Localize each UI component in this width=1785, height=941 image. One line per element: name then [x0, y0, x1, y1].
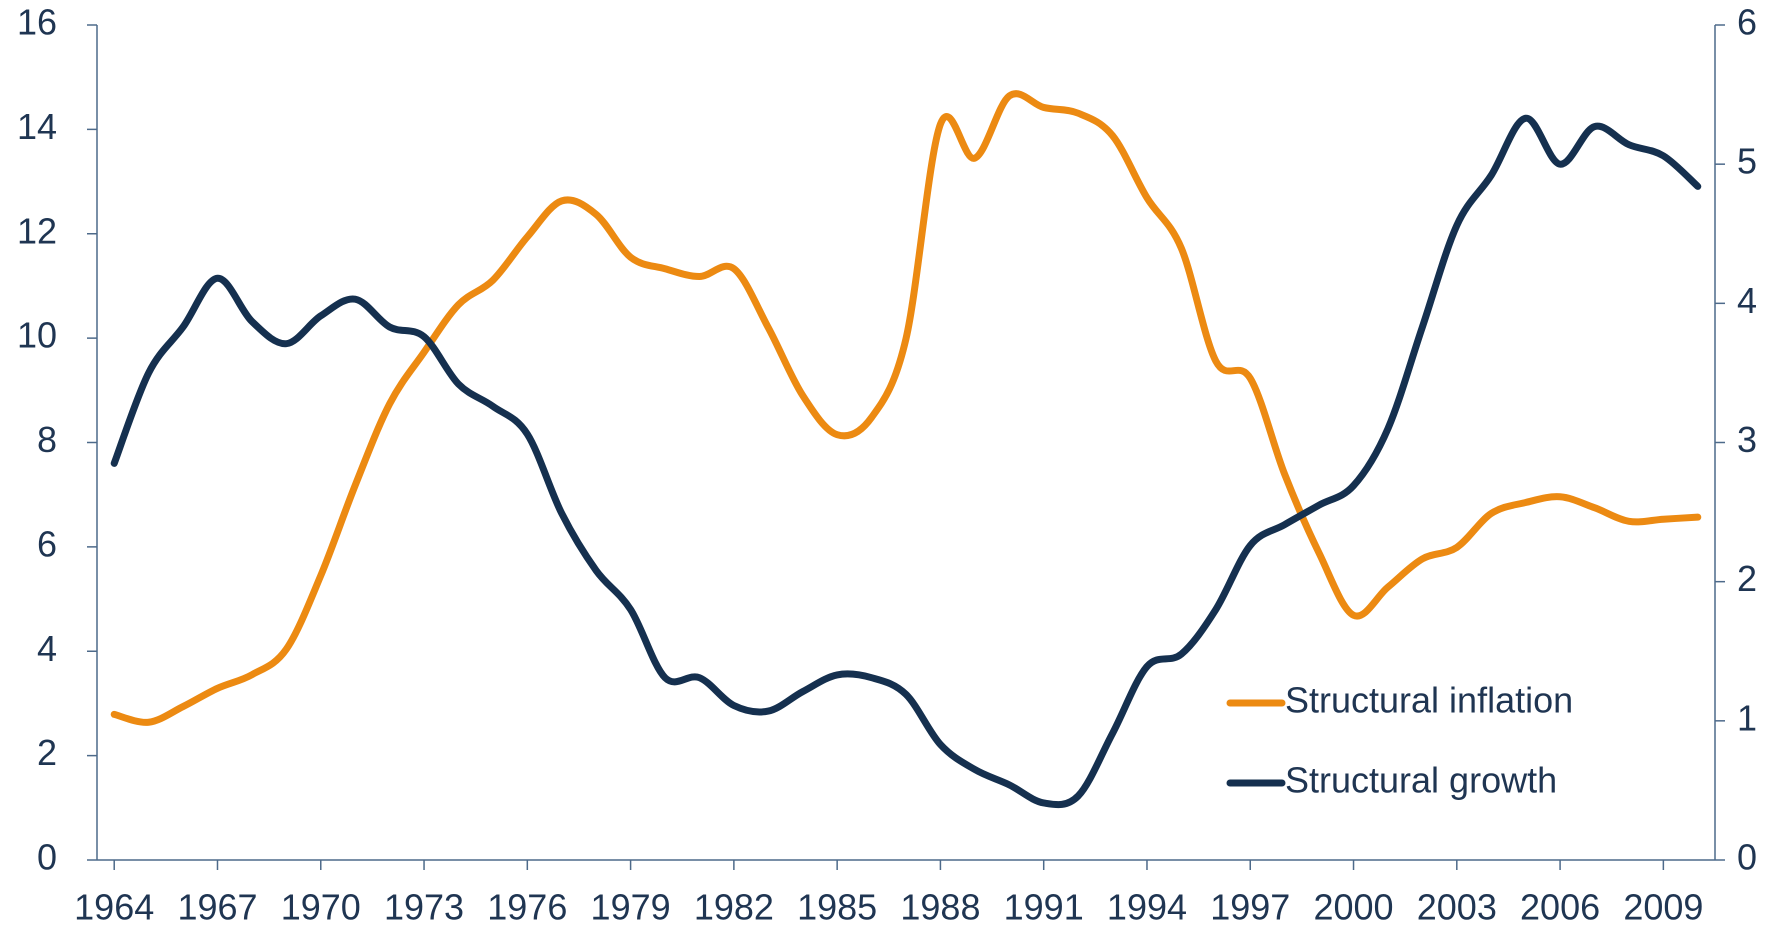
x-tick-label: 2000 — [1313, 887, 1393, 928]
legend-label: Structural inflation — [1285, 680, 1573, 721]
y2-tick-label: 5 — [1737, 141, 1757, 182]
x-tick-label: 2006 — [1520, 887, 1600, 928]
x-tick-label: 2009 — [1623, 887, 1703, 928]
x-tick-label: 1970 — [281, 887, 361, 928]
x-tick-label: 1967 — [177, 887, 257, 928]
y2-tick-label: 0 — [1737, 837, 1757, 878]
x-tick-label: 1988 — [900, 887, 980, 928]
y-tick-label: 10 — [17, 315, 57, 356]
x-tick-label: 1979 — [591, 887, 671, 928]
y2-tick-label: 4 — [1737, 280, 1757, 321]
series-line — [110, 114, 1702, 809]
y2-tick-label: 2 — [1737, 558, 1757, 599]
x-tick-label: 2003 — [1417, 887, 1497, 928]
x-tick-label: 1973 — [384, 887, 464, 928]
y-tick-label: 6 — [37, 523, 57, 564]
y2-tick-label: 1 — [1737, 697, 1757, 738]
x-tick-label: 1976 — [487, 887, 567, 928]
y-tick-label: 2 — [37, 732, 57, 773]
x-tick-label: 1994 — [1107, 887, 1187, 928]
y2-tick-label: 3 — [1737, 419, 1757, 460]
x-tick-label: 1997 — [1210, 887, 1290, 928]
x-tick-label: 1991 — [1004, 887, 1084, 928]
y-tick-label: 4 — [37, 628, 57, 669]
y-tick-label: 16 — [17, 2, 57, 43]
y2-tick-label: 6 — [1737, 2, 1757, 43]
y-tick-label: 12 — [17, 210, 57, 251]
series-line — [110, 90, 1702, 726]
x-tick-label: 1982 — [694, 887, 774, 928]
y-tick-label: 14 — [17, 106, 57, 147]
y-tick-label: 0 — [37, 837, 57, 878]
x-tick-label: 1964 — [74, 887, 154, 928]
y-tick-label: 8 — [37, 419, 57, 460]
x-tick-label: 1985 — [797, 887, 877, 928]
legend-label: Structural growth — [1285, 760, 1557, 801]
